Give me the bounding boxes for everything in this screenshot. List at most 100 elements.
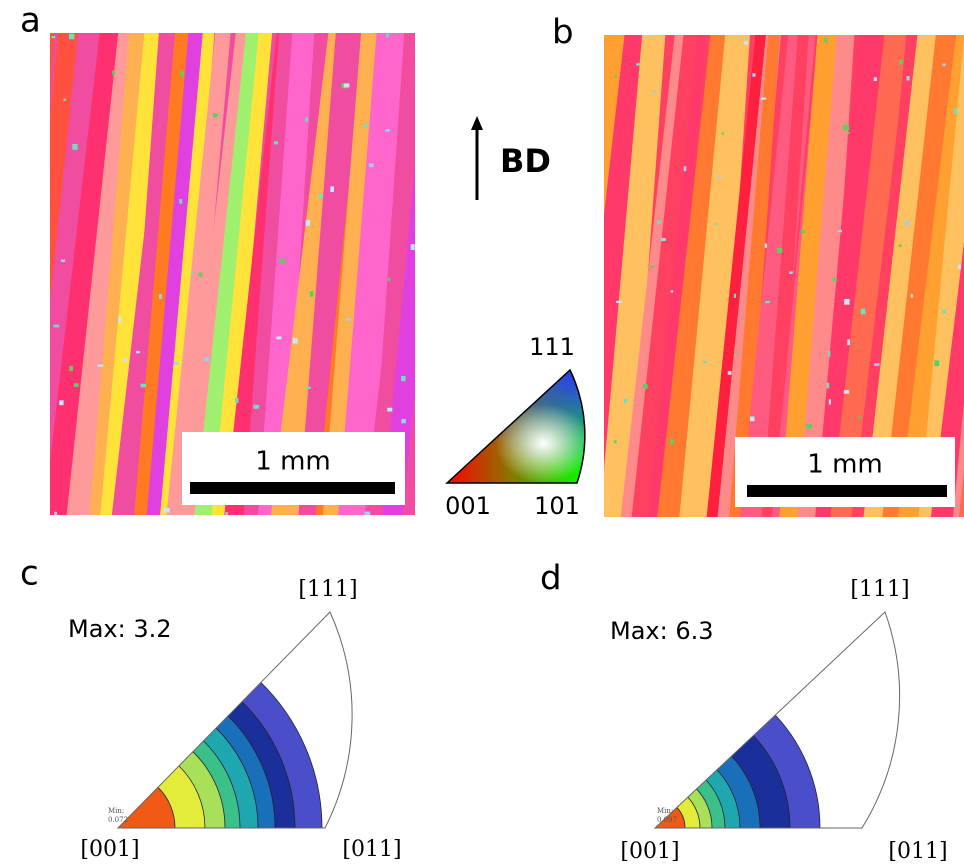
grain-speck bbox=[343, 83, 350, 88]
grain-speck bbox=[800, 229, 806, 234]
grain-stripe bbox=[918, 37, 964, 517]
grain-speck bbox=[213, 113, 218, 118]
grain-speck bbox=[953, 108, 958, 114]
grain-speck bbox=[906, 76, 910, 81]
grain-speck bbox=[363, 124, 369, 128]
grain-speck bbox=[60, 259, 66, 263]
grain-speck bbox=[54, 511, 58, 515]
grain-speck bbox=[844, 299, 850, 305]
grain-speck bbox=[318, 194, 324, 199]
grain-speck bbox=[234, 397, 239, 403]
grain-speck bbox=[727, 370, 732, 375]
grain-speck bbox=[733, 293, 736, 298]
color-key bbox=[445, 368, 586, 484]
grain-speck bbox=[860, 308, 866, 315]
grain-speck bbox=[749, 416, 755, 422]
grain-speck bbox=[826, 382, 830, 389]
grain-stripe bbox=[298, 33, 361, 515]
grain-stripe bbox=[897, 35, 964, 517]
grain-stripe bbox=[411, 478, 415, 515]
grain-speck bbox=[703, 360, 707, 363]
ipf-contours-d bbox=[655, 708, 821, 828]
grain-speck bbox=[51, 35, 56, 39]
grain-speck bbox=[97, 364, 104, 367]
grain-speck bbox=[657, 220, 661, 224]
ipf-contours-c bbox=[118, 680, 323, 828]
grain-speck bbox=[614, 440, 617, 444]
grain-speck bbox=[715, 223, 718, 226]
grain-speck bbox=[832, 277, 837, 282]
grain-speck bbox=[847, 339, 850, 346]
grain-speck bbox=[123, 358, 127, 363]
ipf-corner: [011] bbox=[342, 837, 401, 862]
min-label: Min: bbox=[108, 807, 124, 815]
panel-label: c bbox=[20, 554, 39, 594]
grain-speck bbox=[387, 407, 393, 412]
grain-speck bbox=[273, 141, 279, 145]
grain-speck bbox=[873, 77, 877, 81]
grain-speck bbox=[670, 438, 674, 445]
grain-speck bbox=[616, 300, 622, 303]
grain-speck bbox=[828, 350, 831, 357]
min-value: 0.097 bbox=[657, 816, 677, 824]
grain-stripe bbox=[953, 401, 964, 517]
grain-speck bbox=[843, 390, 850, 394]
grain-speck bbox=[225, 512, 228, 515]
grain-stripe bbox=[930, 241, 964, 517]
grain-speck bbox=[306, 386, 311, 390]
panel-label: a bbox=[20, 1, 41, 41]
max-label: Max: 3.2 bbox=[68, 615, 172, 643]
grain-speck bbox=[614, 74, 618, 77]
grain-speck bbox=[752, 73, 756, 77]
grain-speck bbox=[847, 131, 850, 135]
scale-bar bbox=[747, 485, 947, 497]
bd-label: BD bbox=[500, 142, 551, 180]
grain-speck bbox=[330, 186, 334, 193]
grain-speck bbox=[898, 244, 902, 247]
ipf-corner: [111] bbox=[298, 577, 357, 602]
grain-speck bbox=[180, 71, 184, 77]
grain-speck bbox=[934, 360, 940, 367]
grain-speck bbox=[386, 33, 389, 38]
grain-speck bbox=[721, 132, 724, 135]
grain-stripe bbox=[146, 33, 205, 515]
bd-arrowhead bbox=[471, 116, 483, 130]
grain-stripe bbox=[648, 35, 707, 517]
color-key-label: 111 bbox=[529, 333, 575, 361]
grain-speck bbox=[410, 244, 415, 250]
grain-speck bbox=[806, 424, 812, 429]
grain-stripe bbox=[338, 33, 405, 515]
grain-speck bbox=[899, 60, 904, 65]
grain-stripe bbox=[257, 33, 315, 515]
grain-stripe bbox=[243, 33, 296, 515]
grain-speck bbox=[69, 365, 73, 372]
grain-speck bbox=[364, 511, 371, 515]
grain-speck bbox=[623, 398, 628, 404]
ipf-corner: [011] bbox=[888, 839, 947, 864]
grain-speck bbox=[112, 70, 116, 76]
max-label: Max: 6.3 bbox=[610, 617, 714, 645]
grain-speck bbox=[305, 220, 311, 226]
grain-stripe bbox=[402, 391, 415, 515]
grain-speck bbox=[642, 384, 648, 389]
grain-speck bbox=[401, 419, 406, 424]
grain-speck bbox=[63, 98, 66, 101]
ipf-corner: [001] bbox=[620, 839, 679, 864]
grain-stripe bbox=[830, 35, 907, 517]
grain-speck bbox=[824, 37, 828, 43]
grain-stripe bbox=[797, 35, 855, 517]
grain-stripe bbox=[166, 33, 231, 515]
grain-speck bbox=[650, 265, 655, 268]
grain-stripe bbox=[382, 165, 415, 515]
grain-speck bbox=[191, 271, 194, 274]
grain-speck bbox=[159, 294, 162, 299]
grain-speck bbox=[198, 272, 203, 277]
grain-speck bbox=[118, 316, 122, 323]
grain-speck bbox=[73, 383, 79, 387]
grain-speck bbox=[204, 357, 210, 362]
grain-speck bbox=[744, 40, 748, 45]
color-key-label: 001 bbox=[445, 492, 491, 520]
grain-speck bbox=[957, 264, 962, 269]
grain-speck bbox=[292, 338, 298, 344]
